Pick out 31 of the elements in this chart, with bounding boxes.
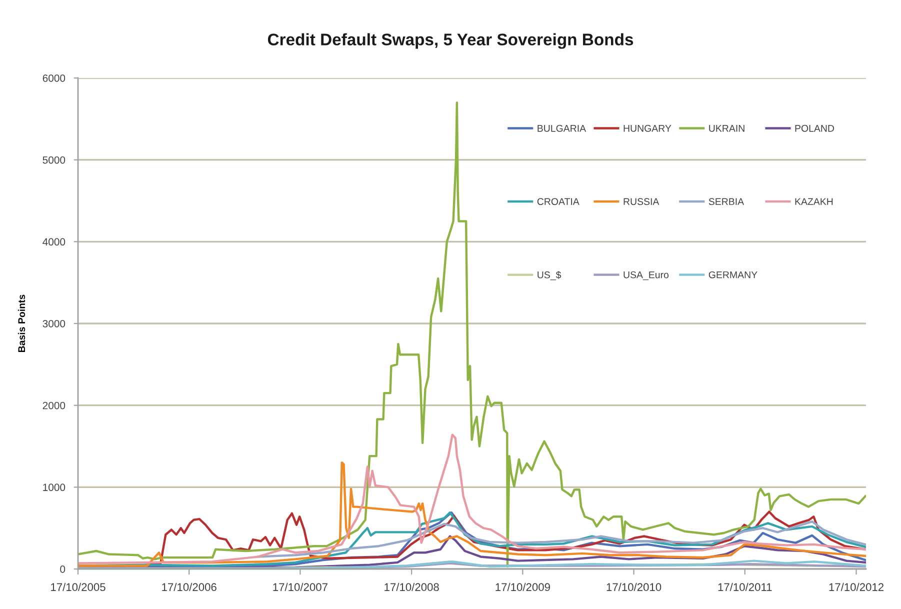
legend-label: USA_Euro (624, 271, 669, 280)
y-tick-label: 0 (60, 566, 66, 573)
x-tick-label: 17/10/2009 (496, 582, 550, 592)
x-tick-label: 17/10/2007 (273, 582, 328, 592)
x-tick-label: 17/10/2008 (384, 582, 439, 592)
x-tick-label: 17/10/2011 (718, 582, 772, 592)
y-tick-label: 1000 (43, 484, 66, 492)
legend-label: KAZAKH (795, 198, 833, 205)
x-tick-label: 17/10/2005 (51, 582, 106, 592)
y-tick-label: 2000 (42, 402, 66, 410)
y-tick-label: 5000 (42, 156, 66, 164)
x-tick-label: 17/10/2012 (829, 582, 884, 592)
y-tick-label: 6000 (42, 74, 66, 82)
chart-title: Credit Default Swaps, 5 Year Sovereign Bonds (268, 33, 634, 49)
legend-label: SERBIA (708, 198, 744, 206)
x-tick-label: 17/10/2006 (162, 582, 216, 592)
legend-label: UKRAIN (709, 125, 744, 132)
legend-label: CROATIA (537, 198, 580, 206)
x-tick-label: 17/10/2010 (606, 582, 662, 592)
y-tick-label: 4000 (42, 238, 66, 246)
y-tick-label: 3000 (42, 320, 66, 328)
legend-label: POLAND (795, 124, 834, 132)
line-series (78, 462, 866, 567)
legend-label: GERMANY (708, 271, 758, 278)
line-series (78, 434, 866, 564)
legend-label: RUSSIA (624, 198, 660, 206)
legend-label: US_$ (538, 271, 562, 280)
legend-label: HUNGARY (624, 124, 672, 132)
legend-label: BULGARIA (538, 124, 586, 132)
y-axis-title: Basis Points (18, 294, 26, 352)
line-series (257, 520, 866, 558)
